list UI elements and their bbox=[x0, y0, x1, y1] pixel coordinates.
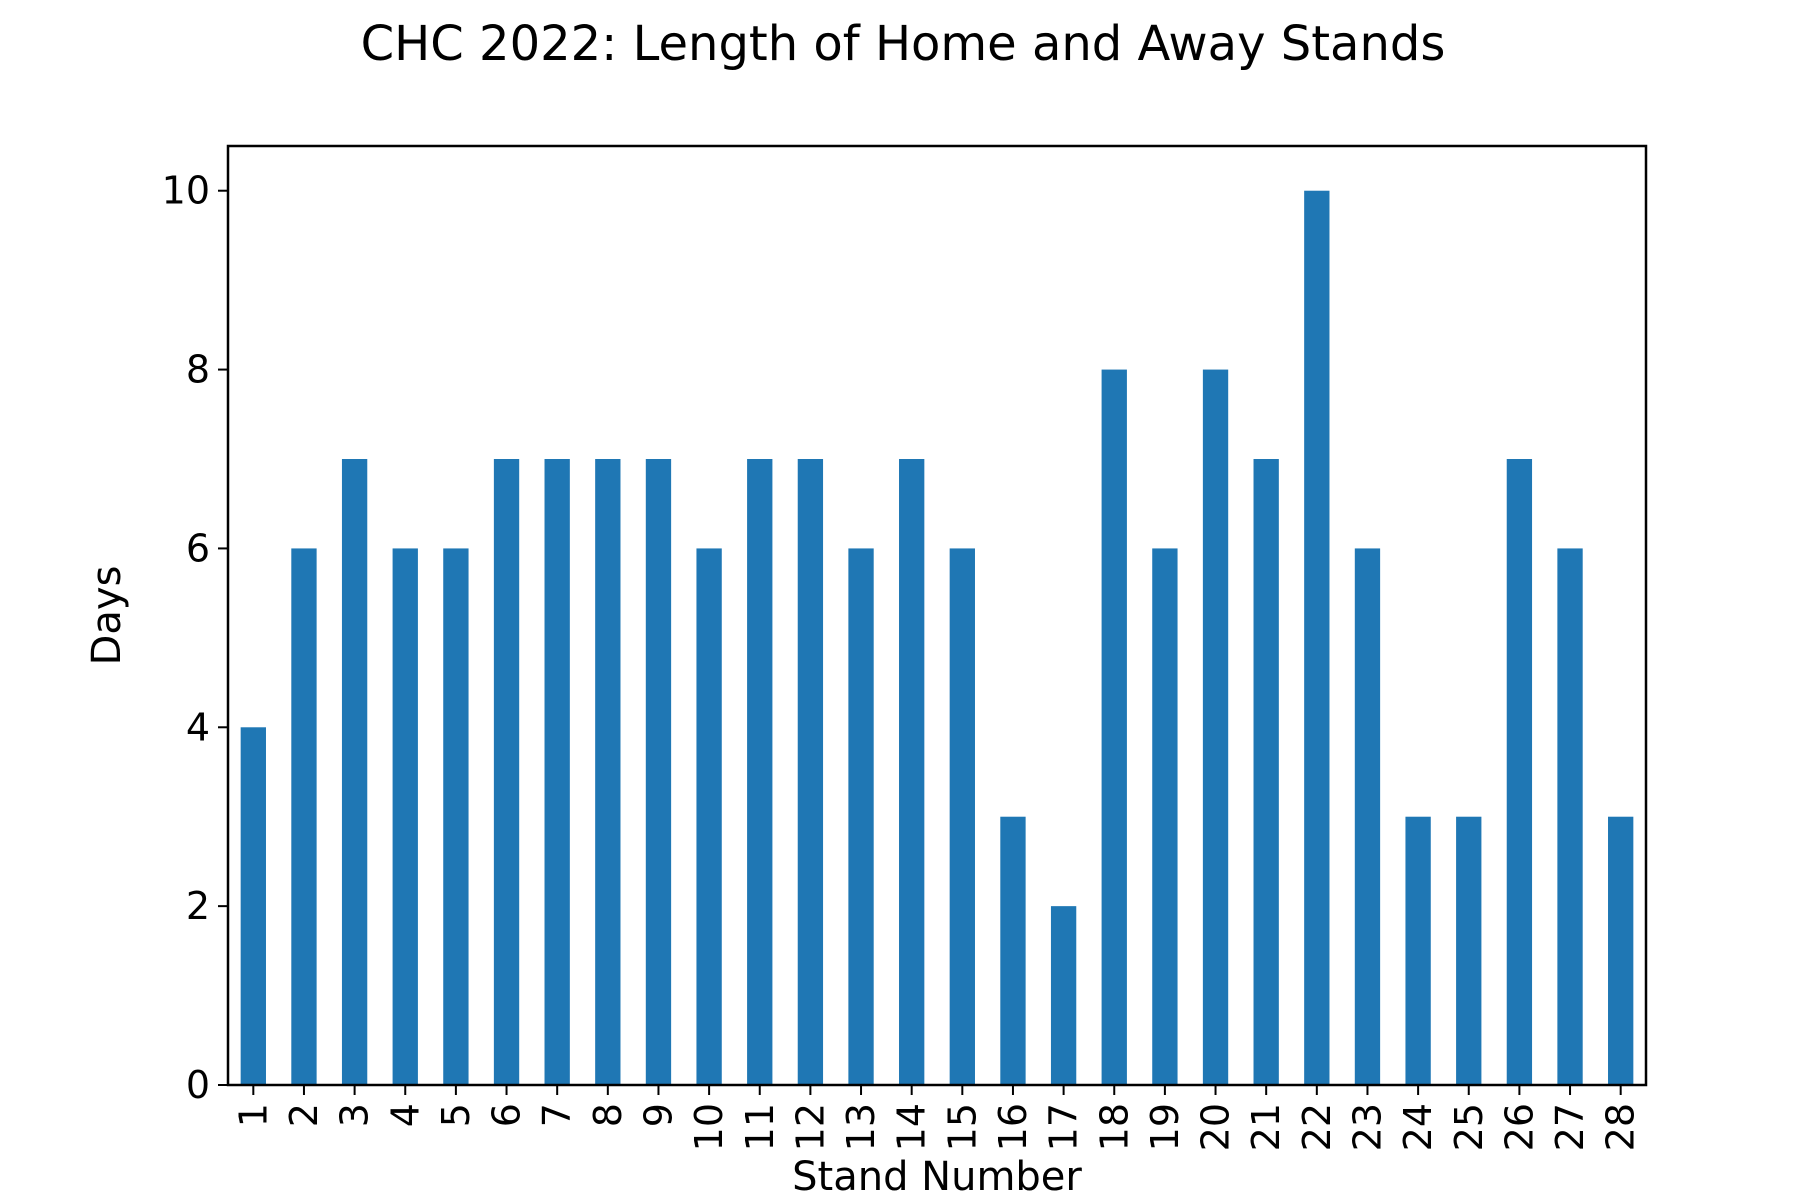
bar-stand-18 bbox=[1101, 369, 1127, 1086]
bar-stand-25 bbox=[1456, 816, 1482, 1085]
x-tick-label: 17 bbox=[1042, 1103, 1086, 1151]
x-tick-label: 8 bbox=[586, 1103, 630, 1127]
x-tick-label: 19 bbox=[1143, 1103, 1187, 1151]
x-tick-label: 24 bbox=[1396, 1103, 1440, 1151]
bar-stand-21 bbox=[1253, 459, 1279, 1085]
bar-stand-19 bbox=[1152, 548, 1178, 1085]
y-tick-label: 6 bbox=[186, 526, 210, 570]
x-tick-label: 1 bbox=[231, 1103, 275, 1127]
bar-stand-14 bbox=[899, 459, 925, 1085]
bar-stand-27 bbox=[1557, 548, 1583, 1085]
x-tick-label: 5 bbox=[434, 1103, 478, 1127]
bar-stand-9 bbox=[645, 459, 672, 1085]
x-tick-label: 13 bbox=[839, 1103, 883, 1151]
bar-stand-15 bbox=[949, 548, 975, 1085]
bar-stand-7 bbox=[544, 459, 570, 1085]
bar-stand-24 bbox=[1405, 816, 1431, 1085]
bar-stand-23 bbox=[1354, 548, 1381, 1085]
x-tick-label: 11 bbox=[738, 1103, 782, 1151]
x-tick-label: 18 bbox=[1092, 1103, 1136, 1151]
bar-stand-8 bbox=[595, 459, 621, 1085]
bar-stand-26 bbox=[1506, 459, 1533, 1085]
x-tick-label: 7 bbox=[535, 1103, 579, 1127]
bar-stand-12 bbox=[797, 459, 824, 1085]
y-tick-label: 8 bbox=[186, 348, 210, 392]
plot-frame bbox=[226, 144, 1648, 1087]
bar-stand-1 bbox=[240, 727, 266, 1085]
x-tick-label: 28 bbox=[1599, 1103, 1643, 1151]
x-tick-label: 3 bbox=[333, 1103, 377, 1127]
x-tick-label: 12 bbox=[788, 1103, 832, 1151]
bar-stand-17 bbox=[1050, 906, 1077, 1085]
bars-layer bbox=[240, 190, 1634, 1086]
x-tick-label: 20 bbox=[1194, 1103, 1238, 1151]
bar-stand-13 bbox=[848, 548, 874, 1085]
x-axis-label: Stand Number bbox=[792, 1154, 1082, 1200]
bar-stand-20 bbox=[1202, 369, 1229, 1086]
y-tick-label: 0 bbox=[186, 1063, 210, 1107]
x-axis-ticks: 1 2 3 4 5 6 7 8 9 10 11 12 13 14 15 16 17 18 19 20 21 22 23 24 2… bbox=[231, 1085, 1643, 1151]
chart-title: CHC 2022: Length of Home and Away Stands bbox=[361, 16, 1446, 72]
bar-stand-16 bbox=[1000, 816, 1026, 1085]
x-tick-label: 14 bbox=[890, 1103, 934, 1151]
bar-stand-10 bbox=[696, 548, 722, 1085]
x-tick-label: 15 bbox=[940, 1103, 984, 1151]
x-tick-label: 23 bbox=[1345, 1103, 1389, 1151]
x-tick-label: 2 bbox=[282, 1103, 326, 1127]
x-tick-label: 22 bbox=[1295, 1103, 1339, 1151]
x-tick-label: 26 bbox=[1497, 1103, 1541, 1151]
x-tick-label: 6 bbox=[485, 1103, 529, 1127]
x-tick-label: 9 bbox=[636, 1103, 680, 1127]
x-tick-label: 16 bbox=[991, 1103, 1035, 1151]
bar-stand-3 bbox=[341, 459, 368, 1085]
y-axis-ticks: 0 2 4 6 8 10 bbox=[162, 169, 228, 1107]
x-tick-label: 4 bbox=[383, 1103, 427, 1127]
bar-stand-28 bbox=[1608, 816, 1634, 1085]
bar-stand-6 bbox=[493, 459, 520, 1085]
x-tick-label: 10 bbox=[687, 1103, 731, 1151]
bar-stand-4 bbox=[392, 548, 418, 1085]
x-tick-label: 25 bbox=[1447, 1103, 1491, 1151]
y-axis-label: Days bbox=[84, 566, 130, 666]
x-tick-label: 27 bbox=[1548, 1103, 1592, 1151]
bar-stand-11 bbox=[747, 459, 773, 1085]
bar-stand-5 bbox=[443, 548, 469, 1085]
y-tick-label: 4 bbox=[186, 705, 210, 749]
x-tick-label: 21 bbox=[1244, 1103, 1288, 1151]
bar-stand-2 bbox=[291, 548, 317, 1085]
bar-stand-22 bbox=[1304, 190, 1330, 1085]
y-tick-label: 10 bbox=[162, 169, 210, 213]
y-tick-label: 2 bbox=[186, 884, 210, 928]
